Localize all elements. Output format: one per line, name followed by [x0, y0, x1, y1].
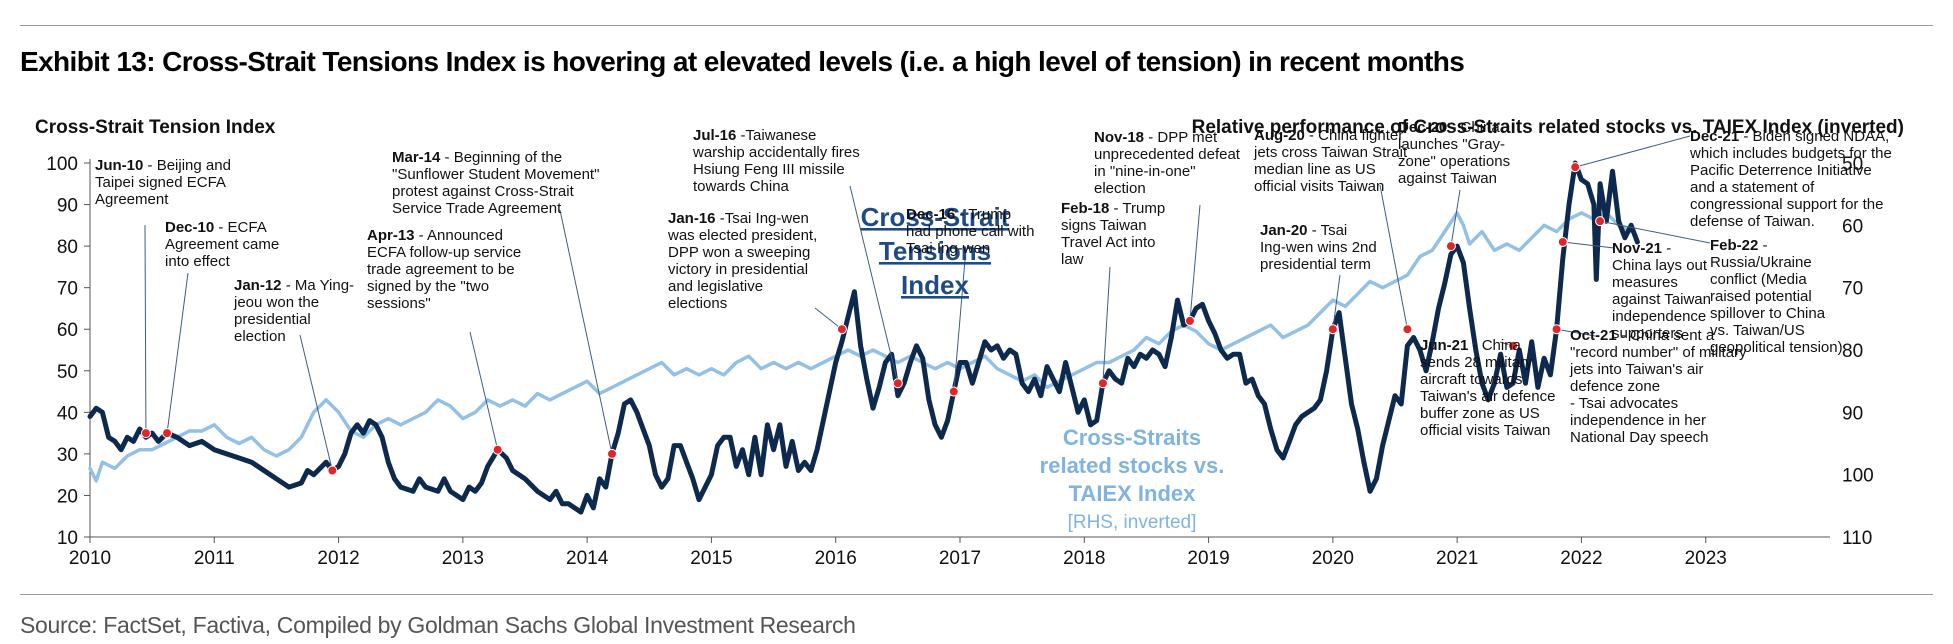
series-label-tension: Tensions: [879, 236, 991, 266]
left-tick-label: 20: [57, 486, 78, 507]
event-annotation: Feb-22 -Russia/Ukraine conflict (Media rai…: [1710, 237, 1843, 356]
series-label-stocks-note: [RHS, inverted]: [1068, 512, 1197, 533]
right-tick-label: 50: [1842, 154, 1863, 175]
left-axis-title: Cross-Strait Tension Index: [35, 117, 276, 138]
event-marker: [1402, 324, 1413, 335]
event-marker: [1508, 340, 1519, 351]
event-marker: [1551, 324, 1562, 335]
exhibit-title: Exhibit 13: Cross-Strait Tensions Index …: [20, 46, 1465, 77]
left-tick-label: 70: [57, 279, 78, 300]
event-marker: [327, 465, 338, 476]
event-marker: [836, 324, 847, 335]
event-annotation: Jan-16 -Tsai Ing-wen was elected presiden…: [667, 210, 817, 312]
event-annotation: Dec-20 - China launches "Gray-zone" opera…: [1398, 119, 1510, 187]
top-rule: [20, 25, 1933, 26]
right-tick-label: 110: [1842, 528, 1872, 549]
event-leader-line: [1189, 204, 1201, 321]
event-annotation: Dec-10 - ECFA Agreement came into effect: [165, 219, 279, 270]
right-tick-label: 90: [1842, 403, 1863, 424]
event-leader-line: [1599, 220, 1711, 244]
event-annotation: Nov-18 - DPP met unprecedented defeat in "…: [1094, 129, 1241, 197]
right-axis-title: Relative performance of Cross-Straits re…: [1192, 117, 1904, 138]
right-tick-label: 60: [1842, 216, 1863, 237]
left-tick-label: 40: [57, 403, 78, 424]
x-tick-label: 2021: [1436, 548, 1478, 569]
x-tick-label: 2023: [1685, 548, 1727, 569]
left-tick-label: 90: [57, 196, 78, 217]
event-marker: [1557, 236, 1568, 247]
right-tick-label: 100: [1842, 466, 1874, 487]
event-leader-line: [1102, 266, 1111, 384]
event-annotation: Apr-13 - Announced ECFA follow-up service…: [367, 227, 521, 312]
event-marker: [1184, 315, 1195, 326]
event-leader-line: [299, 334, 333, 471]
event-annotation: Jun-21 - China sends 28 military aircraft …: [1420, 337, 1555, 439]
series-line-tension: [87, 160, 1640, 515]
event-leader-line: [1450, 189, 1461, 247]
x-tick-label: 2013: [442, 548, 484, 569]
x-tick-label: 2010: [69, 548, 111, 569]
right-tick-label: 70: [1842, 279, 1863, 300]
event-annotation: Jan-12 - Ma Ying-jeou won the presidentia…: [233, 277, 354, 345]
event-marker: [892, 378, 903, 389]
x-tick-label: 2016: [815, 548, 857, 569]
event-annotation: Mar-14 - Beginning of the "Sunflower Stud…: [392, 149, 599, 217]
x-tick-label: 2012: [317, 548, 359, 569]
x-tick-label: 2018: [1063, 548, 1105, 569]
event-marker: [1445, 241, 1456, 252]
event-leader-line: [469, 331, 499, 450]
chart: Cross-Strait Tension Index Relative perfo…: [35, 117, 1904, 569]
event-marker: [1327, 324, 1338, 335]
left-tick-label: 30: [57, 445, 78, 466]
event-leader-line: [1332, 274, 1341, 330]
series-label-tension: Cross-Strait: [861, 202, 1010, 232]
event-annotation: Jul-16 -Taiwanese warship accidentally fi…: [692, 127, 860, 195]
x-tick-label: 2015: [690, 548, 732, 569]
event-marker: [140, 428, 151, 439]
event-marker: [1097, 378, 1108, 389]
event-annotation: Jun-10 - Beijing and Taipei signed ECFA Ag…: [95, 157, 231, 208]
left-tick-label: 50: [57, 362, 78, 383]
x-tick-label: 2017: [939, 548, 981, 569]
left-tick-label: 10: [57, 528, 78, 549]
x-tick-label: 2020: [1312, 548, 1354, 569]
series-label-tension: Index: [901, 270, 969, 300]
x-tick-label: 2011: [194, 548, 235, 569]
event-leader-line: [1575, 135, 1691, 168]
event-marker: [492, 444, 503, 455]
series-label-stocks: Cross-Straits: [1063, 425, 1201, 450]
left-tick-label: 100: [46, 154, 78, 175]
event-leader-line: [849, 185, 899, 384]
event-leader-line: [166, 272, 189, 434]
series-label-stocks: TAIEX Index: [1069, 481, 1196, 506]
event-annotation: Jan-20 - Tsai Ing-wen wins 2nd presidentia…: [1260, 222, 1377, 273]
x-tick-label: 2014: [566, 548, 609, 569]
event-leader-line: [1562, 241, 1615, 249]
event-annotation: Oct-21 - China sent a "record number" of …: [1569, 327, 1747, 446]
event-annotation: Aug-20 - China fighter jets cross Taiwan …: [1253, 127, 1408, 195]
x-tick-label: 2022: [1560, 548, 1602, 569]
event-leader-line: [1556, 328, 1596, 337]
event-marker: [607, 448, 617, 459]
left-tick-label: 80: [57, 237, 78, 258]
event-leader-line: [814, 307, 843, 330]
event-leader-line: [144, 224, 147, 434]
left-tick-label: 60: [57, 320, 78, 341]
event-leader-line: [953, 259, 966, 392]
source-note: Source: FactSet, Factiva, Compiled by Go…: [20, 612, 856, 638]
event-leader-line: [1379, 184, 1408, 330]
event-marker: [162, 428, 173, 439]
right-tick-label: 80: [1842, 341, 1863, 362]
series-label-stocks: related stocks vs.: [1040, 453, 1225, 478]
event-annotation: Feb-18 - Trump signs Taiwan Travel Act int…: [1061, 200, 1165, 268]
event-marker: [948, 386, 959, 397]
event-marker: [1570, 162, 1581, 173]
event-annotation: Nov-21 -China lays out measures against Ta…: [1612, 240, 1711, 342]
event-marker: [1595, 216, 1606, 227]
event-leader-line: [559, 209, 613, 454]
bottom-rule: [20, 594, 1933, 595]
event-annotation: Dec-21 - Biden signed NDAA, which include…: [1689, 128, 1892, 230]
event-annotation: Dec-16 - Trump had phone call with Tsai In…: [906, 206, 1034, 257]
x-tick-label: 2019: [1187, 548, 1229, 569]
